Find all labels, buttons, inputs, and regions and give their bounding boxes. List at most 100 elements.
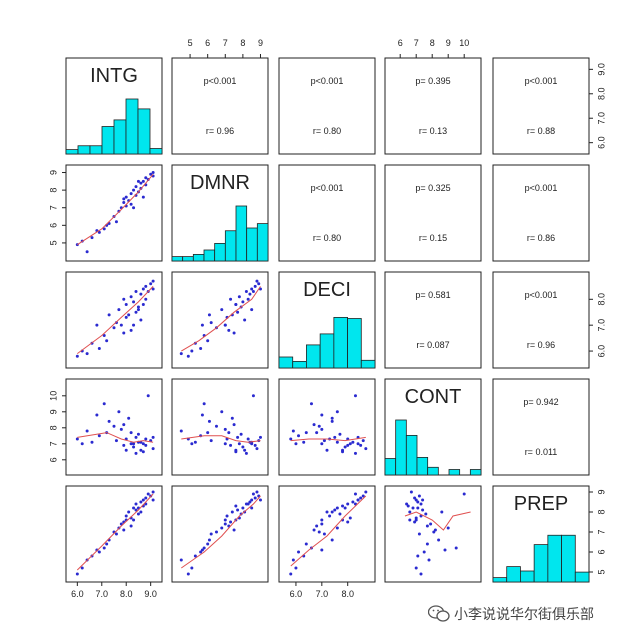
scatter-point-dmnr-deci [250,287,254,291]
scatter-point-dmnr-prep [209,532,213,536]
hist-bar-intg [89,145,103,155]
scatter-point-dmnr-cont [200,413,204,417]
scatter-point-deci-cont [361,439,365,443]
axis-tick-label: 8 [430,38,435,48]
scatter-point-intg-cont [134,435,138,439]
scatter-point-intg-prep [151,498,155,502]
scatter-point-intg-dmnr [136,179,140,183]
scatter-point-dmnr-deci [186,354,190,358]
axis-tick-label: 10 [459,38,469,48]
axis-tick-label: 10 [48,391,58,401]
scatter-point-intg-cont [132,445,136,449]
scatter-point-intg-prep [80,566,84,570]
scatter-point-dmnr-cont [227,431,231,435]
scatter-point-intg-deci [134,310,138,314]
scatter-point-dmnr-prep [234,504,238,508]
scatter-point-dmnr-cont [206,431,210,435]
hist-bar-intg [137,108,151,155]
axis-tick-label: 6.0 [596,345,606,358]
scatter-point-dmnr-prep [236,508,240,512]
scatter-point-deci-cont [317,424,321,428]
lowess-line-intg-deci [77,286,154,355]
scatter-point-intg-cont [129,442,133,446]
scatter-point-deci-cont [315,431,319,435]
scatter-point-deci-cont [341,450,345,454]
panel-frame-cont-deci [278,378,376,476]
scatter-point-intg-prep [122,528,126,532]
scatter-point-intg-prep [129,524,133,528]
scatter-point-cont-prep [417,494,421,498]
scatter-point-intg-deci [124,302,128,306]
panel-frame-prep-dmnr [171,485,269,583]
scatter-point-intg-dmnr [129,192,133,196]
p-value-label: p= 0.942 [523,397,558,407]
scatter-point-dmnr-cont [220,410,224,414]
axis-tick-label: 9 [48,170,58,175]
scatter-point-dmnr-cont [243,448,247,452]
scatter-point-dmnr-cont [246,437,250,441]
scatter-point-intg-dmnr [122,200,126,204]
scatter-point-intg-dmnr [151,171,155,175]
hist-bar-dmnr [246,227,258,262]
scatter-point-dmnr-deci [253,284,257,288]
r-value-label: r= 0.88 [527,126,555,136]
scatter-point-deci-cont [322,439,326,443]
scatter-point-intg-deci [105,339,109,343]
scatter-point-dmnr-prep [225,514,229,518]
scatter-point-intg-deci [85,352,89,356]
scatter-point-cont-prep [432,530,436,534]
scatter-point-intg-dmnr [114,220,118,224]
axis-tick-label: 7.0 [596,112,606,125]
scatter-point-deci-cont [320,442,324,446]
axis-tick-label: 9.0 [596,63,606,76]
scatter-point-cont-prep [429,522,433,526]
watermark: 小李说说华尔街俱乐部 [428,604,594,624]
scatter-point-dmnr-prep [200,548,204,552]
scatter-point-intg-deci [124,315,128,319]
axis-tick-label: 6.0 [596,136,606,149]
scatter-point-cont-prep [419,502,423,506]
scatter-point-intg-cont [90,440,94,444]
scatter-point-dmnr-deci [248,292,252,296]
axis-tick-label: 5 [48,240,58,245]
scatter-point-dmnr-cont [251,394,255,398]
hist-bar-deci [347,318,362,369]
scatter-point-intg-cont [132,442,136,446]
scatter-point-dmnr-prep [255,490,259,494]
panel-frame-intg-dmnr [171,57,269,155]
lowess-line-dmnr-prep [181,495,261,569]
scatter-point-intg-deci [141,302,145,306]
axis-tick-label: 9 [258,38,263,48]
scatter-point-cont-prep [425,524,429,528]
scatter-point-intg-cont [124,448,128,452]
scatter-point-dmnr-prep [207,538,211,542]
scatter-point-deci-prep [356,498,360,502]
scatter-point-intg-prep [151,490,155,494]
scatter-point-intg-cont [102,402,106,406]
axis-tick-label: 8 [240,38,245,48]
scatter-point-dmnr-cont [202,402,206,406]
axis-tick-label: 6 [205,38,210,48]
hist-bar-dmnr [182,256,194,262]
hist-bar-intg [77,145,91,155]
axis-tick-label: 8 [48,425,58,430]
scatter-point-cont-prep [421,498,425,502]
axis-tick-label: 7.0 [596,319,606,332]
scatter-point-deci-prep [353,492,357,496]
scatter-point-intg-prep [136,512,140,516]
variable-label-prep: PREP [514,493,568,515]
scatter-point-dmnr-deci [190,349,194,353]
hist-bar-deci [333,316,348,369]
scatter-point-dmnr-prep [220,526,224,530]
axis-tick-label: 6 [48,223,58,228]
scatter-point-dmnr-deci [220,308,224,312]
scatter-point-cont-prep [417,532,421,536]
scatter-point-intg-deci [119,323,123,327]
scatter-point-deci-cont [333,435,337,439]
scatter-point-intg-deci [139,292,143,296]
scatter-point-intg-deci [127,313,131,317]
hist-bar-cont [448,469,461,476]
scatter-point-intg-deci [97,346,101,350]
scatter-point-deci-cont [294,442,298,446]
axis-tick-label: 8.0 [120,589,133,599]
